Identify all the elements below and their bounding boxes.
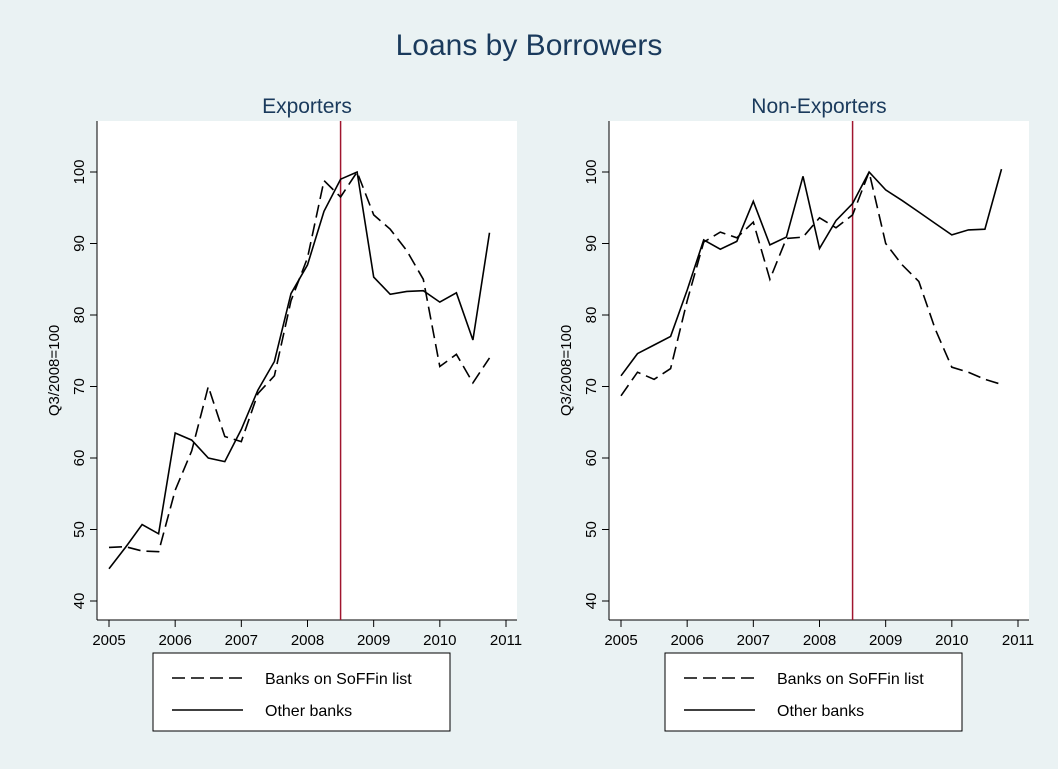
- x-tick-label: 2006: [670, 632, 703, 649]
- x-tick-label: 2011: [490, 632, 522, 649]
- y-tick-label: 40: [583, 593, 600, 610]
- legend-label: Other banks: [777, 703, 864, 720]
- y-tick-label: 100: [583, 159, 600, 184]
- x-tick-label: 2006: [158, 632, 191, 649]
- x-tick-label: 2010: [423, 632, 456, 649]
- panels: Exporters 2005 2006 2007 2008 2009 2010 2011 40 5…: [46, 95, 1034, 732]
- y-tick-label: 80: [71, 307, 88, 324]
- x-tick-label: 2011: [1002, 632, 1034, 649]
- x-tick-label: 2007: [225, 632, 258, 649]
- y-tick-label: 50: [71, 521, 88, 538]
- main-title: Loans by Borrowers: [396, 29, 663, 62]
- legend-label: Banks on SoFFin list: [777, 671, 924, 688]
- legend: Banks on SoFFin list Other banks: [664, 652, 963, 732]
- y-tick-label: 90: [583, 235, 600, 252]
- y-tick-label: 60: [71, 450, 88, 467]
- y-tick-label: 70: [583, 378, 600, 395]
- series-line-other-banks: [108, 170, 491, 570]
- legend: Banks on SoFFin list Other banks: [152, 652, 451, 732]
- panel-title: Non-Exporters: [751, 95, 886, 118]
- plot-area: [609, 121, 1029, 620]
- y-axis-title: Q3/2008=100: [558, 325, 575, 416]
- x-tick-label: 2010: [935, 632, 968, 649]
- y-tick-label: 80: [583, 307, 600, 324]
- panel-title: Exporters: [262, 95, 352, 118]
- y-tick-label: 50: [583, 521, 600, 538]
- legend-box: [152, 652, 451, 732]
- legend-label: Banks on SoFFin list: [265, 671, 412, 688]
- legend-label: Other banks: [265, 703, 352, 720]
- x-tick-label: 2009: [357, 632, 390, 649]
- x-tick-label: 2005: [92, 632, 125, 649]
- y-tick-label: 40: [71, 593, 88, 610]
- plot-area: [97, 121, 517, 620]
- chart-panel-1: Exporters 2005 2006 2007 2008 2009 2010 2011 40 5…: [46, 95, 522, 732]
- legend-box: [664, 652, 963, 732]
- x-tick-label: 2005: [604, 632, 637, 649]
- series-line-other-banks: [620, 168, 1003, 377]
- series-line-banks-on-soffin-list: [620, 169, 1002, 397]
- y-axis-title: Q3/2008=100: [46, 325, 63, 416]
- y-tick-label: 90: [71, 235, 88, 252]
- y-tick-label: 60: [583, 450, 600, 467]
- chart-panel-2: Non-Exporters 2005 2006 2007 2008 2009 2010 201…: [558, 95, 1034, 732]
- x-tick-label: 2008: [803, 632, 836, 649]
- x-tick-label: 2009: [869, 632, 902, 649]
- y-tick-label: 70: [71, 378, 88, 395]
- y-tick-label: 100: [71, 159, 88, 184]
- x-tick-label: 2007: [737, 632, 770, 649]
- x-tick-label: 2008: [291, 632, 324, 649]
